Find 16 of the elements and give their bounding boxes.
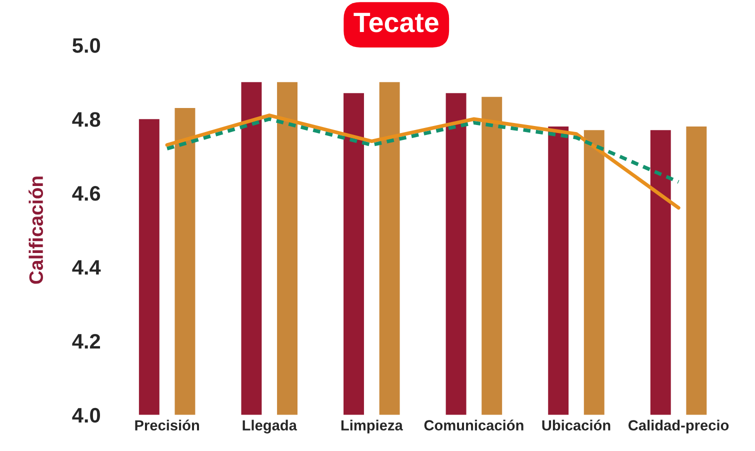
y-tick-label: 4.6 xyxy=(72,186,100,201)
x-tick-label: Calidad-precio xyxy=(628,420,729,434)
line-series xyxy=(165,117,680,184)
y-tick-label: 4.0 xyxy=(72,408,100,423)
y-tick-label: 4.4 xyxy=(72,260,101,275)
x-tick-label: Precisión xyxy=(135,420,199,430)
y-axis-title: Calificación xyxy=(28,176,44,284)
chart-title: Tecate xyxy=(354,12,438,32)
x-tick-label: Limpieza xyxy=(341,420,403,434)
x-tick-label: Llegada xyxy=(242,420,298,434)
x-tick-label: Ubicación xyxy=(542,420,610,430)
y-tick-label: 4.2 xyxy=(72,334,100,349)
x-tick-label: Comunicación xyxy=(424,420,524,430)
line-series xyxy=(165,114,680,210)
y-tick-label: 5.0 xyxy=(72,38,100,53)
y-tick-label: 4.8 xyxy=(72,112,100,127)
